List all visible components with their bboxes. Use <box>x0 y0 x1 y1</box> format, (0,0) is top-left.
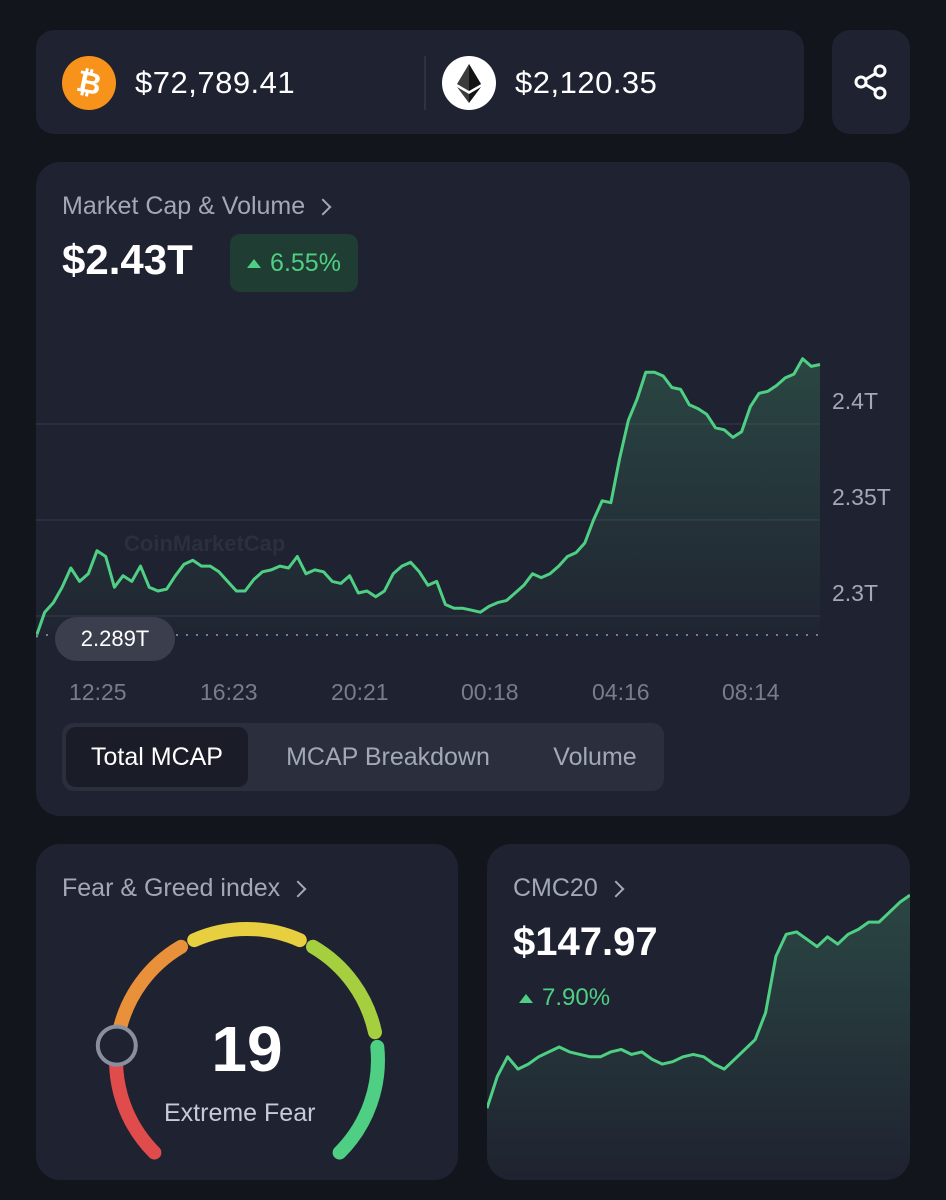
gauge-segment-extreme-greed <box>332 1039 385 1160</box>
price-divider <box>424 56 426 110</box>
cmc20-card[interactable]: CMC20 $147.97 7.90% <box>487 844 910 1180</box>
cmc20-change-value: 7.90% <box>542 984 611 1011</box>
cmc20-title: CMC20 <box>513 874 598 902</box>
gauge-segment-fear <box>112 939 188 1040</box>
market-cap-title: Market Cap & Volume <box>62 192 306 220</box>
y-tick-label: 2.4T <box>832 388 879 414</box>
svg-text:₿: ₿ <box>74 65 105 102</box>
cmc20-title-link[interactable]: CMC20 <box>513 874 625 903</box>
coinmarketcap-watermark: CoinMarketCap <box>124 531 285 556</box>
cmc20-change: 7.90% <box>519 984 610 1012</box>
arrow-up-icon <box>519 993 533 1003</box>
low-value-badge: 2.289T <box>55 617 175 661</box>
price-ticker-bar: ₿ $72,789.41 $2,120.35 <box>36 30 804 134</box>
cmc20-value: $147.97 <box>513 920 658 964</box>
x-tick-label: 04:16 <box>592 679 650 705</box>
market-cap-change-badge: 6.55% <box>230 234 358 292</box>
market-cap-area <box>36 358 820 638</box>
btc-price[interactable]: ₿ $72,789.41 <box>62 56 295 110</box>
market-cap-change: 6.55% <box>270 248 341 277</box>
tab-total-mcap[interactable]: Total MCAP <box>66 727 248 787</box>
arrow-up-icon <box>247 258 262 268</box>
cmc20-line <box>487 893 910 1109</box>
eth-price-value: $2,120.35 <box>515 65 658 100</box>
btc-price-value: $72,789.41 <box>135 65 296 100</box>
tab-volume[interactable]: Volume <box>553 742 637 771</box>
market-cap-card: CoinMarketCap Market Cap & Volume $2.43T… <box>36 162 910 816</box>
gauge-segment-greed <box>306 939 382 1040</box>
chevron-right-icon <box>314 198 332 215</box>
market-cap-line <box>36 357 821 638</box>
gauge-indicator <box>95 1024 138 1067</box>
eth-price[interactable]: $2,120.35 <box>442 56 657 110</box>
market-cap-chart: CoinMarketCap <box>36 357 821 638</box>
share-icon <box>854 64 887 100</box>
fear-greed-gauge <box>95 921 385 1160</box>
fear-greed-value: 19 <box>211 1013 283 1085</box>
chart-tabs: Total MCAP MCAP Breakdown Volume <box>62 723 664 791</box>
x-tick-label: 16:23 <box>200 679 258 705</box>
fear-greed-title-link[interactable]: Fear & Greed index <box>62 874 307 903</box>
fear-greed-title: Fear & Greed index <box>62 874 281 902</box>
x-tick-label: 08:14 <box>722 679 780 705</box>
tab-mcap-breakdown[interactable]: MCAP Breakdown <box>286 742 490 771</box>
market-cap-title-link[interactable]: Market Cap & Volume <box>62 192 332 221</box>
y-tick-label: 2.3T <box>832 580 879 606</box>
ethereum-icon <box>442 56 496 110</box>
x-tick-label: 00:18 <box>461 679 519 705</box>
fear-greed-card[interactable]: Fear & Greed index 19 Extreme Fear <box>36 844 458 1180</box>
gauge-segment-neutral <box>187 921 307 948</box>
market-cap-value: $2.43T <box>62 236 193 283</box>
cmc20-area <box>487 895 910 1180</box>
cmc20-chart <box>487 893 910 1180</box>
fear-greed-label: Extreme Fear <box>164 1099 316 1127</box>
bitcoin-icon: ₿ <box>62 56 116 110</box>
x-tick-label: 12:25 <box>69 679 127 705</box>
share-button[interactable] <box>832 30 910 134</box>
x-tick-label: 20:21 <box>331 679 389 705</box>
y-tick-label: 2.35T <box>832 484 891 510</box>
